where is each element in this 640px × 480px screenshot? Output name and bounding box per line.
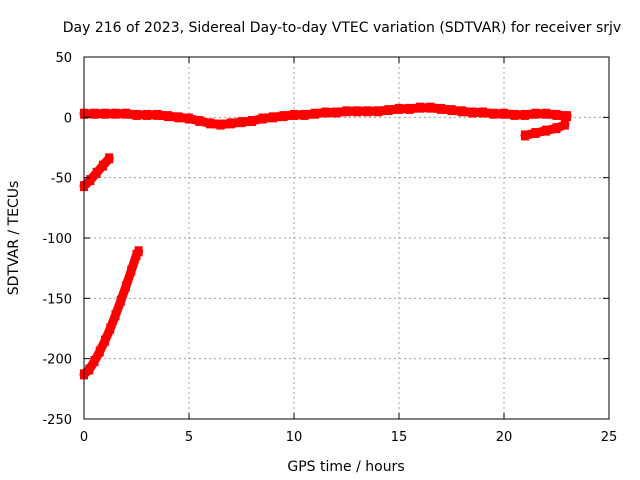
- data-point: [500, 108, 508, 119]
- y-tick-label: -100: [42, 232, 72, 247]
- data-point: [153, 109, 162, 120]
- data-point: [563, 111, 571, 122]
- data-point: [237, 117, 246, 128]
- data-point: [185, 113, 193, 124]
- y-tick-label: -200: [42, 353, 72, 368]
- data-point: [216, 119, 225, 130]
- data-point: [510, 109, 519, 120]
- data-point: [134, 246, 143, 257]
- data-point: [531, 108, 540, 119]
- data-point: [374, 106, 382, 117]
- data-point: [542, 125, 550, 136]
- data-point: [90, 356, 99, 367]
- data-point: [279, 111, 288, 122]
- y-tick-label: -50: [51, 172, 72, 187]
- data-point: [195, 115, 204, 126]
- data-point: [416, 102, 424, 113]
- data-point: [174, 112, 183, 123]
- y-tick-label: -150: [42, 292, 72, 307]
- data-point: [101, 335, 109, 346]
- data-point: [521, 109, 529, 120]
- data-point: [127, 265, 136, 276]
- data-point: [342, 106, 351, 117]
- data-point: [227, 118, 235, 129]
- chart-title: Day 216 of 2023, Sidereal Day-to-day VTE…: [63, 20, 621, 36]
- data-point: [116, 295, 125, 306]
- y-axis-label: SDTVAR / TECUs: [6, 181, 22, 296]
- data-point: [437, 103, 445, 114]
- data-point: [132, 109, 141, 120]
- data-point: [542, 108, 550, 119]
- data-point: [384, 105, 393, 116]
- x-axis-label: GPS time / hours: [287, 459, 404, 475]
- data-point: [321, 107, 330, 118]
- data-series-group: [79, 102, 572, 380]
- data-point: [560, 119, 569, 130]
- data-point: [105, 153, 114, 164]
- data-point: [143, 109, 151, 120]
- data-point: [111, 310, 120, 321]
- data-point: [405, 103, 414, 114]
- x-tick-label: 20: [496, 430, 513, 445]
- y-tick-label: -250: [42, 413, 72, 428]
- data-point: [395, 103, 403, 114]
- x-tick-label: 25: [601, 430, 618, 445]
- data-point: [332, 107, 340, 118]
- data-point: [531, 128, 540, 139]
- x-tick-label: 5: [185, 430, 193, 445]
- data-point: [85, 364, 94, 375]
- data-point: [353, 106, 361, 117]
- data-point: [106, 323, 115, 334]
- data-point: [552, 123, 561, 134]
- data-point: [111, 108, 120, 119]
- data-point: [447, 105, 456, 116]
- data-point: [248, 115, 256, 126]
- data-point: [300, 109, 309, 120]
- axis-ticks: 0 5 10 15 20 25 -250 -200 -150 -100 -50 0 50: [42, 51, 617, 445]
- data-point: [98, 160, 107, 171]
- data-point: [290, 109, 298, 120]
- data-point: [311, 108, 319, 119]
- data-point: [206, 118, 214, 129]
- data-point: [552, 109, 561, 120]
- data-point: [86, 175, 95, 186]
- data-point: [164, 111, 172, 122]
- data-point: [258, 113, 267, 124]
- data-point: [269, 112, 277, 123]
- data-point: [458, 106, 466, 117]
- data-point: [95, 346, 104, 357]
- data-point: [468, 107, 477, 118]
- data-point: [122, 281, 130, 292]
- data-point: [489, 108, 498, 119]
- data-point: [479, 107, 487, 118]
- data-point: [363, 106, 372, 117]
- data-point: [426, 102, 435, 113]
- x-tick-label: 0: [80, 430, 88, 445]
- x-tick-label: 10: [286, 430, 303, 445]
- data-point: [521, 130, 529, 141]
- y-tick-label: 0: [64, 111, 72, 126]
- data-point: [122, 108, 130, 119]
- y-tick-label: 50: [55, 51, 72, 66]
- x-tick-label: 15: [391, 430, 408, 445]
- data-point: [101, 108, 109, 119]
- data-point: [90, 108, 99, 119]
- data-point: [92, 167, 101, 178]
